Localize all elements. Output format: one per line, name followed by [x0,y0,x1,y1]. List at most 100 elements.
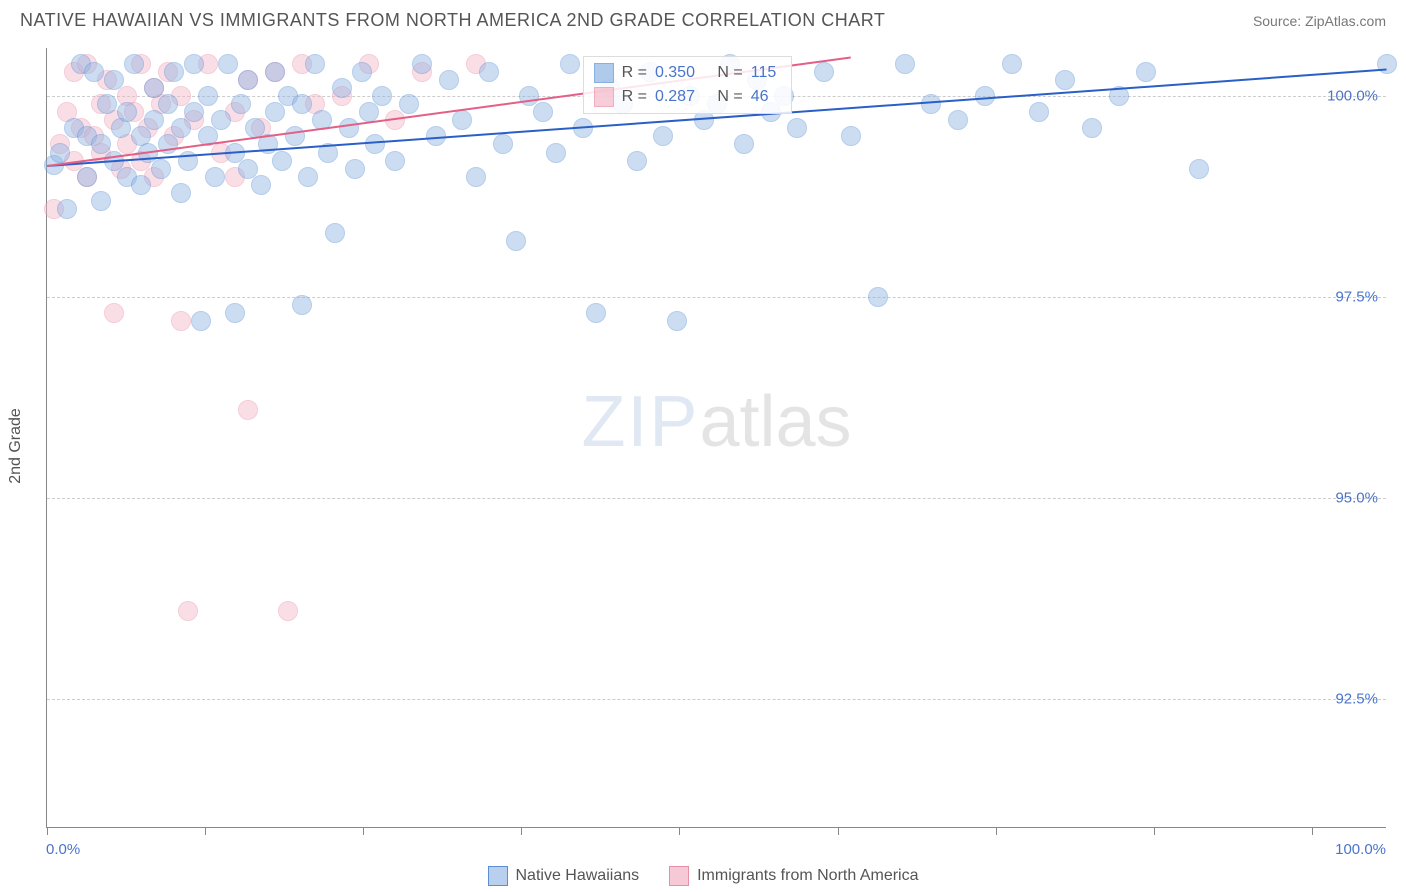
series-swatch [594,87,614,107]
data-point [365,134,385,154]
stats-box: R = 0.350 N = 115 R = 0.287 N = 46 [583,56,792,114]
watermark-part2: atlas [699,382,851,462]
stat-r-value: 0.350 [655,64,705,82]
data-point [345,159,365,179]
data-point [627,151,647,171]
chart-source: Source: ZipAtlas.com [1253,13,1386,29]
data-point [77,167,97,187]
data-point [533,102,553,122]
data-point [332,78,352,98]
data-point [1377,54,1397,74]
data-point [948,110,968,130]
y-axis-label: 2nd Grade [7,408,25,484]
stat-n-value: 115 [751,64,781,82]
data-point [814,62,834,82]
data-point [1189,159,1209,179]
data-point [868,287,888,307]
stat-n-label: N = [713,88,743,106]
watermark-part1: ZIP [581,382,699,462]
x-tick [1154,827,1155,835]
data-point [372,86,392,106]
data-point [131,175,151,195]
data-point [171,311,191,331]
data-point [97,94,117,114]
data-point [124,54,144,74]
data-point [546,143,566,163]
chart-title: NATIVE HAWAIIAN VS IMMIGRANTS FROM NORTH… [20,10,885,31]
data-point [653,126,673,146]
data-point [1082,118,1102,138]
stat-n-value: 46 [751,88,781,106]
legend-item: Native Hawaiians [488,866,640,886]
data-point [352,62,372,82]
data-point [218,54,238,74]
x-axis-max-label: 100.0% [1335,841,1386,858]
data-point [298,167,318,187]
data-point [117,102,137,122]
legend-swatch [488,866,508,886]
data-point [466,167,486,187]
data-point [84,62,104,82]
data-point [50,143,70,163]
data-point [479,62,499,82]
data-point [339,118,359,138]
data-point [171,183,191,203]
data-point [104,70,124,90]
data-point [178,601,198,621]
stat-r-label: R = [622,88,647,106]
data-point [439,70,459,90]
legend-item: Immigrants from North America [669,866,918,886]
data-point [292,94,312,114]
data-point [198,86,218,106]
data-point [325,223,345,243]
chart-header: NATIVE HAWAIIAN VS IMMIGRANTS FROM NORTH… [0,0,1406,39]
data-point [184,102,204,122]
data-point [238,70,258,90]
data-point [205,167,225,187]
data-point [412,54,432,74]
data-point [91,191,111,211]
scatter-plot-area: ZIPatlas 100.0%97.5%95.0%92.5%R =0.350 N… [46,48,1386,828]
data-point [265,62,285,82]
data-point [787,118,807,138]
data-point [399,94,419,114]
gridline [47,297,1386,298]
legend-swatch [669,866,689,886]
gridline [47,699,1386,700]
data-point [292,295,312,315]
data-point [560,54,580,74]
data-point [278,601,298,621]
data-point [144,110,164,130]
data-point [1136,62,1156,82]
data-point [104,303,124,323]
data-point [586,303,606,323]
data-point [305,54,325,74]
data-point [171,118,191,138]
data-point [251,175,271,195]
data-point [493,134,513,154]
data-point [231,94,251,114]
y-tick-label: 92.5% [1335,691,1378,708]
data-point [57,199,77,219]
gridline [47,498,1386,499]
data-point [238,400,258,420]
stat-r-value: 0.287 [655,88,705,106]
data-point [667,311,687,331]
x-tick [47,827,48,835]
data-point [272,151,292,171]
data-point [225,303,245,323]
stats-row: R = 0.287 N = 46 [594,85,781,109]
data-point [841,126,861,146]
data-point [158,94,178,114]
data-point [385,151,405,171]
x-tick [363,827,364,835]
data-point [359,102,379,122]
data-point [1002,54,1022,74]
data-point [1055,70,1075,90]
data-point [211,110,231,130]
watermark: ZIPatlas [581,381,851,463]
data-point [734,134,754,154]
data-point [895,54,915,74]
legend-label: Native Hawaiians [516,867,640,885]
x-tick [679,827,680,835]
